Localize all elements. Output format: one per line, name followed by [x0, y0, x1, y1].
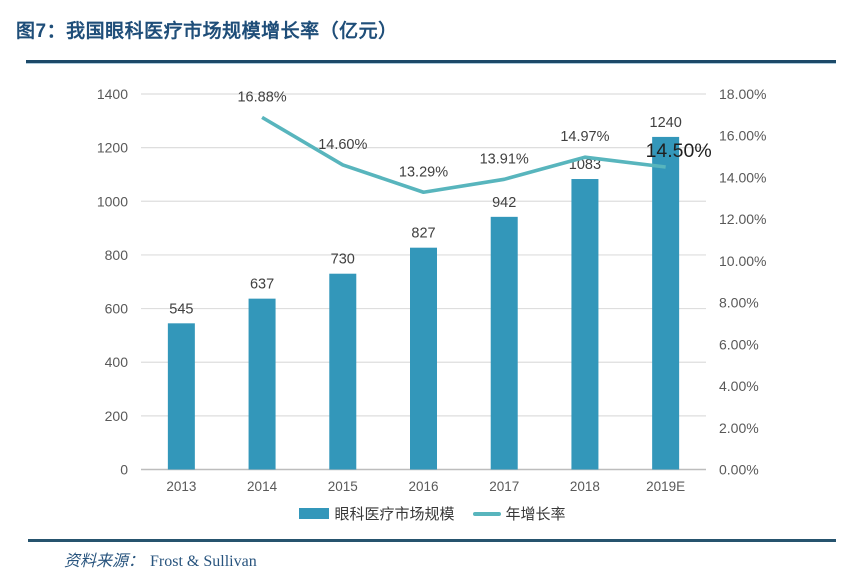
growth-rate-label: 16.88% — [237, 89, 286, 105]
bar — [490, 216, 518, 470]
growth-rate-label: 14.60% — [318, 137, 367, 153]
x-axis-tick: 2014 — [247, 479, 278, 494]
source-line: 资料来源： Frost & Sullivan — [64, 547, 257, 571]
left-axis-tick: 1000 — [97, 193, 128, 209]
right-axis-tick: 8.00% — [719, 295, 759, 311]
right-axis-tick: 10.00% — [719, 253, 766, 269]
right-axis-tick: 16.00% — [719, 128, 766, 144]
left-axis-tick: 0 — [120, 462, 128, 478]
bar — [329, 273, 357, 470]
left-axis-tick: 600 — [105, 301, 129, 317]
right-axis-tick: 0.00% — [719, 462, 759, 478]
left-axis-tick: 800 — [105, 247, 129, 263]
chart-legend: 眼科医疗市场规模 年增长率 — [0, 503, 865, 524]
right-axis-tick: 14.00% — [719, 169, 766, 185]
bar-value-label: 1240 — [650, 115, 682, 131]
x-axis-tick: 2019E — [646, 479, 685, 494]
bar — [167, 323, 195, 470]
growth-rate-label: 13.91% — [480, 151, 529, 167]
right-axis-tick: 12.00% — [719, 211, 766, 227]
left-axis-tick: 1400 — [97, 86, 128, 102]
bar-value-label: 942 — [492, 195, 516, 211]
source-label: 资料来源： — [64, 553, 145, 570]
bar-value-label: 730 — [331, 252, 355, 268]
x-axis-tick: 2016 — [408, 479, 438, 494]
left-axis-tick: 200 — [105, 408, 129, 424]
bar-value-label: 637 — [250, 277, 274, 293]
bar — [410, 247, 437, 470]
right-axis-tick: 6.00% — [719, 336, 759, 352]
bar — [571, 179, 599, 470]
legend-item-growth-rate: 年增长率 — [472, 503, 566, 524]
left-axis-tick: 400 — [105, 354, 129, 370]
growth-rate-label: 14.97% — [560, 129, 609, 145]
growth-rate-label-emphasized: 14.50% — [646, 140, 712, 162]
footer-separator — [28, 539, 836, 542]
right-axis-tick: 2.00% — [719, 420, 759, 436]
combo-chart: 1400 1200 1000 800 600 400 200 0 18.00% 16.00% 14.… — [97, 86, 767, 494]
bar-value-label: 545 — [169, 301, 193, 317]
legend-label-market-size: 眼科医疗市场规模 — [334, 506, 455, 523]
legend-item-market-size: 眼科医疗市场规模 — [299, 503, 455, 524]
bar — [652, 136, 680, 470]
source-value: Frost & Sullivan — [150, 553, 257, 570]
x-axis-tick: 2017 — [489, 479, 519, 494]
line-series-swatch-icon — [472, 511, 501, 516]
left-axis-tick: 1200 — [97, 140, 128, 156]
figure-title: 图7：我国眼科医疗市场规模增长率（亿元） — [16, 21, 398, 42]
legend-label-growth-rate: 年增长率 — [505, 506, 566, 523]
bar — [248, 298, 276, 470]
bar-value-label: 827 — [411, 226, 435, 242]
growth-rate-label: 13.29% — [399, 164, 448, 180]
title-separator — [26, 60, 836, 64]
right-axis-tick: 4.00% — [719, 378, 759, 394]
x-axis-tick: 2018 — [570, 479, 600, 494]
x-axis-tick: 2013 — [166, 479, 196, 494]
growth-rate-line — [261, 115, 666, 195]
bar-series-swatch-icon — [299, 508, 330, 519]
right-axis-tick: 18.00% — [719, 86, 766, 102]
x-axis-tick: 2015 — [328, 479, 358, 494]
